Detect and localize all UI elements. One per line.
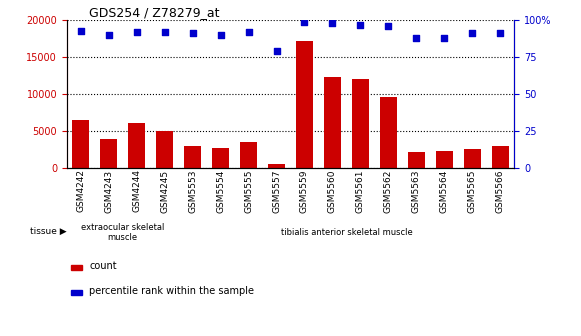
Text: tissue ▶: tissue ▶ bbox=[30, 227, 67, 236]
Point bbox=[468, 31, 477, 36]
Text: GDS254 / Z78279_at: GDS254 / Z78279_at bbox=[89, 6, 220, 19]
Bar bbox=[464, 149, 480, 168]
Bar bbox=[492, 146, 508, 168]
Bar bbox=[101, 139, 117, 168]
Point bbox=[328, 20, 337, 26]
Bar bbox=[324, 77, 341, 168]
Bar bbox=[71, 265, 83, 270]
Bar bbox=[128, 123, 145, 168]
Point bbox=[104, 32, 113, 38]
Bar bbox=[184, 146, 201, 168]
Bar bbox=[352, 79, 369, 168]
Bar bbox=[408, 152, 425, 168]
Point bbox=[300, 19, 309, 24]
Text: count: count bbox=[89, 261, 117, 271]
Text: extraocular skeletal
muscle: extraocular skeletal muscle bbox=[81, 223, 164, 242]
Bar bbox=[296, 41, 313, 168]
Point bbox=[160, 29, 169, 35]
Bar bbox=[73, 120, 89, 168]
Point bbox=[132, 29, 141, 35]
Bar bbox=[436, 151, 453, 168]
Text: percentile rank within the sample: percentile rank within the sample bbox=[89, 286, 254, 296]
Point bbox=[440, 35, 449, 41]
Point bbox=[496, 31, 505, 36]
Bar bbox=[268, 164, 285, 168]
Point bbox=[76, 28, 85, 33]
Bar bbox=[240, 142, 257, 168]
Point bbox=[244, 29, 253, 35]
Point bbox=[383, 24, 393, 29]
Point bbox=[188, 31, 198, 36]
Bar bbox=[71, 290, 83, 295]
Point bbox=[272, 48, 281, 54]
Bar bbox=[156, 131, 173, 168]
Bar bbox=[212, 148, 229, 168]
Point bbox=[356, 22, 365, 27]
Point bbox=[412, 35, 421, 41]
Text: tibialis anterior skeletal muscle: tibialis anterior skeletal muscle bbox=[281, 228, 413, 237]
Bar bbox=[380, 97, 397, 168]
Point bbox=[216, 32, 225, 38]
